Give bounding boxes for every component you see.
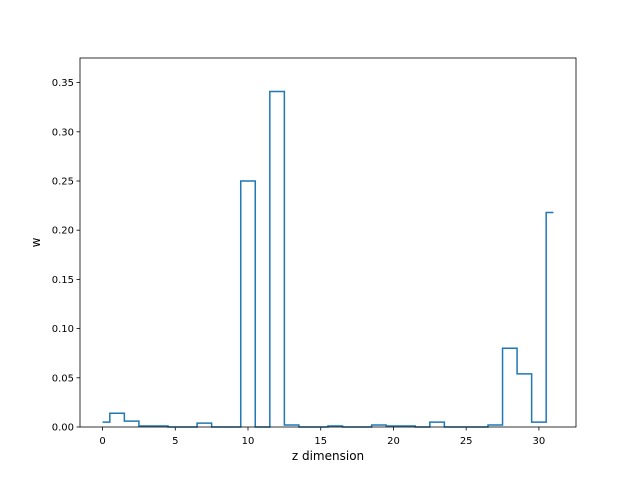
x-tick-label: 30 bbox=[533, 436, 546, 447]
plot-frame bbox=[79, 57, 577, 428]
y-tick-label: 0.30 bbox=[52, 127, 74, 138]
series-line bbox=[102, 90, 554, 428]
y-tick-label: 0.00 bbox=[52, 423, 74, 434]
ticks-layer: 0 5 10 15 20 25 30 0.00 0.05 0.10 0.15 0.20 0.25 0.30… bbox=[52, 78, 546, 447]
x-tick-label: 20 bbox=[387, 436, 400, 447]
x-tick-label: 10 bbox=[242, 436, 255, 447]
y-tick-label: 0.05 bbox=[52, 373, 74, 384]
y-tick-label: 0.25 bbox=[52, 177, 74, 188]
x-axis-label: z dimension bbox=[292, 449, 364, 463]
y-tick-label: 0.10 bbox=[52, 324, 74, 335]
x-tick-label: 5 bbox=[172, 436, 178, 447]
y-tick-label: 0.20 bbox=[52, 226, 74, 237]
y-tick-label: 0.35 bbox=[52, 78, 74, 89]
x-tick-label: 0 bbox=[99, 436, 105, 447]
y-axis-label: w bbox=[29, 237, 43, 247]
y-tick-label: 0.15 bbox=[52, 275, 74, 286]
x-tick-label: 15 bbox=[314, 436, 327, 447]
x-tick-label: 25 bbox=[460, 436, 473, 447]
